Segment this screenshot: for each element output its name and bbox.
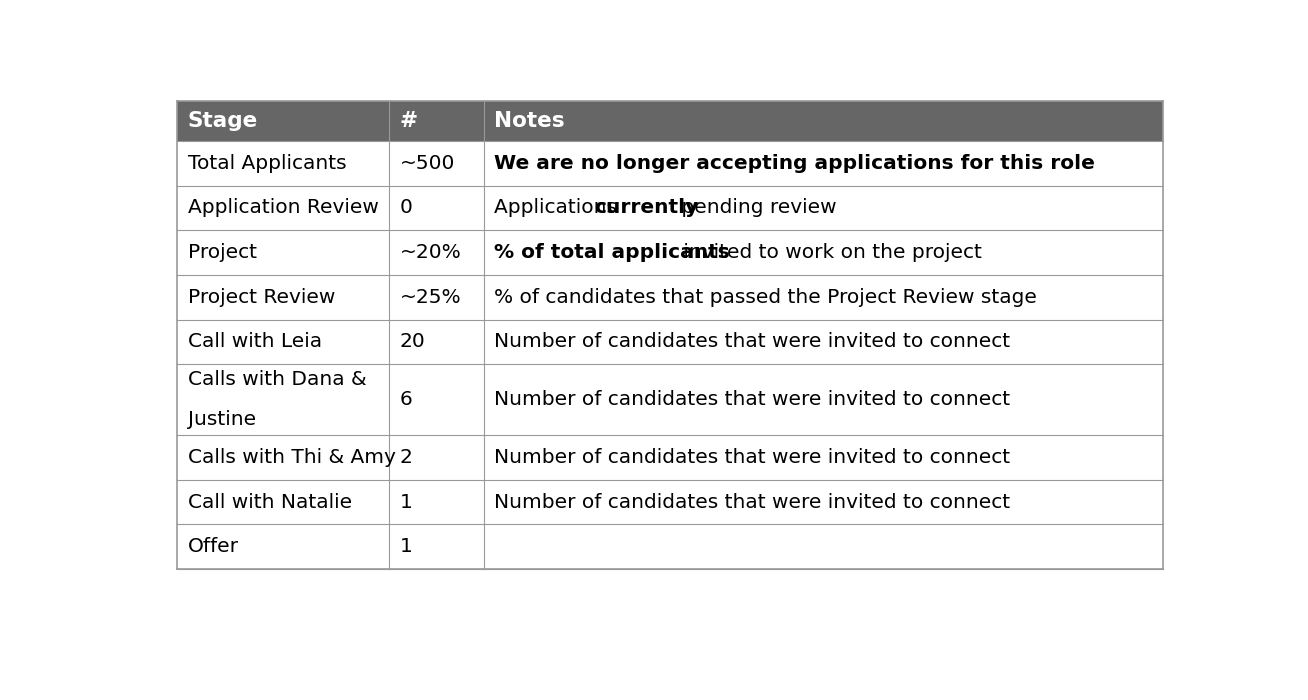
Text: 2: 2 [399, 448, 412, 467]
Text: Call with Natalie: Call with Natalie [187, 493, 352, 512]
Bar [178, 364, 1163, 435]
Text: 1: 1 [399, 538, 412, 556]
Bar [178, 230, 1163, 275]
Bar [178, 524, 1163, 569]
Text: 0: 0 [399, 199, 412, 218]
Text: pending review: pending review [675, 199, 837, 218]
Text: currently: currently [594, 199, 698, 218]
Text: 6: 6 [399, 390, 412, 410]
Text: ~500: ~500 [399, 154, 455, 173]
Bar [178, 141, 1163, 186]
Text: Number of candidates that were invited to connect: Number of candidates that were invited t… [494, 448, 1010, 467]
Text: Number of candidates that were invited to connect: Number of candidates that were invited t… [494, 390, 1010, 410]
Text: Call with Leia: Call with Leia [187, 332, 322, 351]
Text: We are no longer accepting applications for this role: We are no longer accepting applications … [494, 154, 1095, 173]
Text: Notes: Notes [494, 111, 565, 131]
Bar [178, 320, 1163, 364]
Text: ~25%: ~25% [399, 288, 462, 307]
Text: Offer: Offer [187, 538, 238, 556]
Text: Number of candidates that were invited to connect: Number of candidates that were invited t… [494, 332, 1010, 351]
Text: #: # [399, 111, 417, 131]
Text: 20: 20 [399, 332, 425, 351]
Bar [178, 435, 1163, 480]
Text: Number of candidates that were invited to connect: Number of candidates that were invited t… [494, 493, 1010, 512]
Text: Project Review: Project Review [187, 288, 335, 307]
Text: ~20%: ~20% [399, 243, 462, 262]
Text: invited to work on the project: invited to work on the project [676, 243, 982, 262]
Text: Stage: Stage [187, 111, 258, 131]
Text: Project: Project [187, 243, 256, 262]
Bar [178, 275, 1163, 320]
Text: % of candidates that passed the Project Review stage: % of candidates that passed the Project … [494, 288, 1037, 307]
Text: % of total applicants: % of total applicants [494, 243, 730, 262]
Bar [178, 186, 1163, 230]
Text: Total Applicants: Total Applicants [187, 154, 347, 173]
Text: Applications: Applications [494, 199, 624, 218]
Text: Calls with Dana &: Calls with Dana & [187, 370, 366, 389]
Text: Application Review: Application Review [187, 199, 378, 218]
Bar [178, 480, 1163, 524]
Text: Calls with Thi & Amy: Calls with Thi & Amy [187, 448, 395, 467]
Text: Justine: Justine [187, 410, 255, 429]
Text: 1: 1 [399, 493, 412, 512]
Bar [178, 101, 1163, 141]
